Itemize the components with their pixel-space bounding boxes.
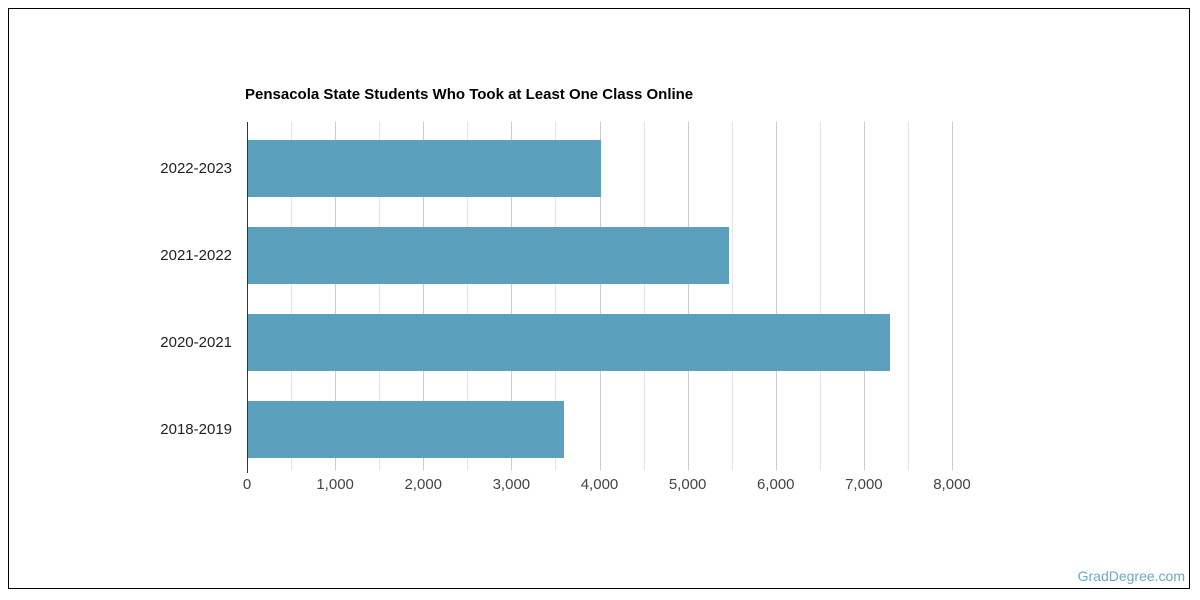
gridline (423, 122, 424, 470)
x-axis-label: 8,000 (933, 476, 971, 493)
gridline (291, 122, 292, 470)
x-axis-label: 3,000 (492, 476, 531, 493)
gridline (688, 122, 689, 470)
gridline (335, 122, 336, 470)
gridline (555, 122, 556, 470)
gridline (379, 122, 380, 470)
x-axis-label: 7,000 (845, 476, 883, 493)
chart-title: Pensacola State Students Who Took at Lea… (245, 86, 694, 103)
y-axis-label: 2022-2023 (160, 159, 232, 177)
bar-2018-2019 (248, 401, 564, 458)
x-axis-label: 6,000 (756, 476, 795, 493)
gridline (600, 122, 601, 470)
bar-2020-2021 (248, 314, 890, 371)
y-axis-label: 2020-2021 (160, 333, 232, 351)
plot-area (247, 122, 953, 473)
y-axis-label: 2018-2019 (160, 420, 232, 438)
gridline (908, 122, 909, 470)
bar-2022-2023 (248, 140, 601, 197)
x-axis-label: 1,000 (316, 476, 354, 493)
gridline (820, 122, 821, 470)
watermark-link[interactable]: GradDegree.com (1077, 568, 1185, 584)
x-axis-label: 2,000 (404, 476, 443, 493)
x-axis-label: 0 (242, 476, 252, 493)
y-axis-label: 2021-2022 (160, 246, 232, 264)
x-axis-label: 5,000 (668, 476, 707, 493)
gridline (644, 122, 645, 470)
gridline (776, 122, 777, 470)
gridline (952, 122, 953, 470)
gridline (511, 122, 512, 470)
chart-border (8, 8, 1190, 589)
gridline (732, 122, 733, 470)
bar-2021-2022 (248, 227, 729, 284)
gridline (467, 122, 468, 470)
y-axis-line (247, 122, 248, 473)
x-axis-label: 4,000 (580, 476, 619, 493)
gridline (864, 122, 865, 470)
